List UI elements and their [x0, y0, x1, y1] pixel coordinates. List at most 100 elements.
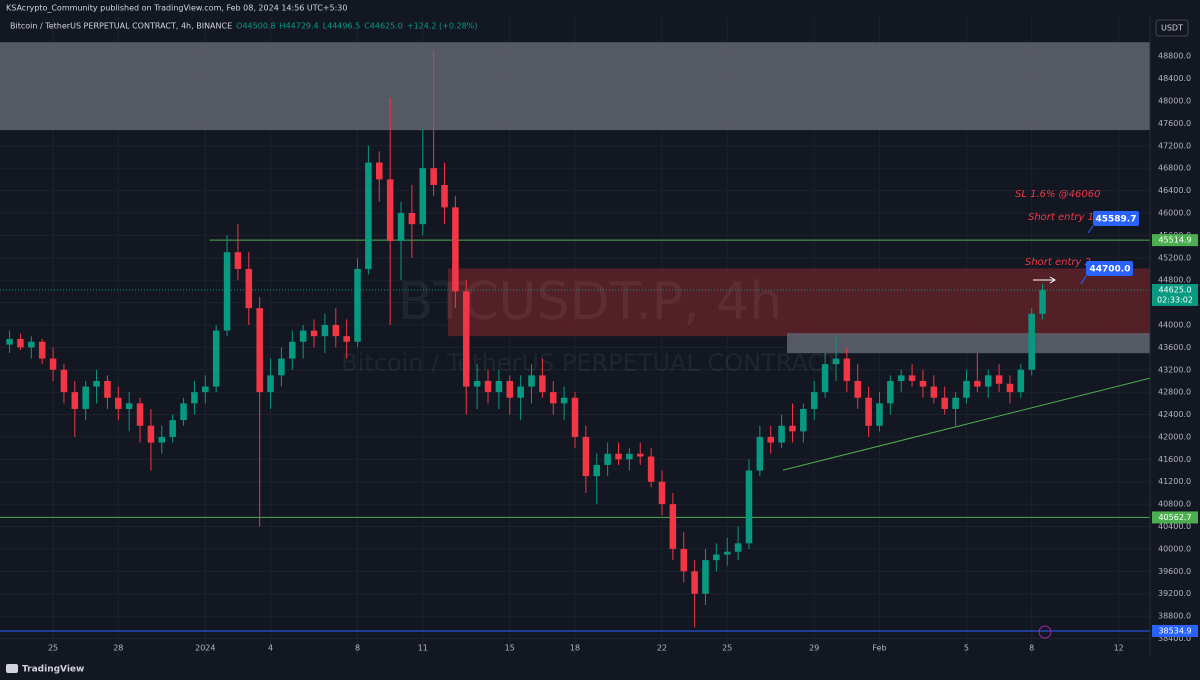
y-tick-label: 48800.0 — [1158, 52, 1191, 61]
y-tick-label: 38400.0 — [1158, 634, 1191, 643]
x-tick-label: 28 — [113, 644, 123, 653]
candle-body — [821, 364, 829, 393]
candle-body — [963, 380, 970, 398]
y-tick-label: 47200.0 — [1158, 141, 1191, 150]
y-tick-label: 46800.0 — [1158, 164, 1191, 173]
candle-body — [571, 397, 579, 437]
ohlc-legend: O44500.8 H44729.4 L44496.5 C44625.0 +124.2 (… — [236, 22, 477, 31]
candle-body — [223, 252, 231, 331]
y-tick-label: 39200.0 — [1158, 589, 1191, 598]
trendline — [782, 377, 1151, 471]
candle-body — [234, 252, 242, 269]
x-tick-label: 25 — [722, 644, 732, 653]
last-price-label: 44625.0 — [1158, 285, 1191, 294]
zone — [787, 333, 1150, 354]
candle-body — [267, 375, 274, 393]
arrow-head — [1049, 276, 1056, 284]
candle-body — [539, 375, 546, 393]
x-tick-label: 2024 — [195, 644, 215, 653]
candle-body — [1039, 289, 1046, 314]
symbol-title: Bitcoin / TetherUS PERPETUAL CONTRACT, 4… — [10, 22, 232, 31]
y-tick-label: 40000.0 — [1158, 544, 1191, 553]
annotation: Short entry 1 — [1028, 212, 1094, 223]
y-tick-label: 42400.0 — [1158, 410, 1191, 419]
candle-body — [984, 375, 992, 387]
candle-body — [1028, 313, 1035, 370]
candle-body — [1017, 369, 1025, 393]
candle-body — [832, 358, 840, 365]
y-tick-label: 47600.0 — [1158, 119, 1191, 128]
candle-body — [506, 380, 514, 398]
candle-body — [854, 380, 861, 398]
hline-price-box — [1152, 234, 1198, 247]
candle-body — [756, 436, 764, 471]
annotation: SL 1.6% @46060 — [1015, 189, 1101, 200]
x-tick-label: 18 — [570, 644, 580, 653]
candle-body — [745, 470, 753, 544]
annotation: Short entry 2 — [1025, 257, 1091, 268]
candle-body — [191, 392, 198, 404]
candle-body — [397, 212, 405, 241]
candle-body — [995, 375, 1003, 384]
hline-price-box — [1152, 624, 1198, 637]
hline-price-label: 38534.9 — [1158, 626, 1191, 635]
hline-price-box — [1152, 511, 1198, 524]
candle-body — [887, 380, 894, 404]
last-price-box — [1152, 283, 1198, 306]
candle-body — [125, 403, 133, 409]
candle-body — [974, 380, 981, 387]
candle-body — [386, 179, 394, 241]
candle-body — [865, 397, 872, 426]
publisher: KSAcrypto_Community published on Trading… — [6, 4, 347, 13]
candle-body — [658, 481, 666, 505]
candle-body — [691, 571, 698, 594]
x-tick-label: Feb — [872, 644, 886, 653]
x-tick-label: 5 — [964, 644, 969, 653]
candle-body — [321, 324, 329, 337]
y-tick-label: 40400.0 — [1158, 522, 1191, 531]
candle-body — [517, 386, 524, 398]
zone — [0, 42, 1150, 131]
y-tick-label: 41200.0 — [1158, 477, 1191, 486]
candle-body — [713, 554, 720, 561]
y-tick-label: 42000.0 — [1158, 432, 1191, 441]
candle-body — [93, 380, 100, 387]
candle-body — [136, 403, 144, 426]
watermark: BTCUSDT.P, 4h — [398, 272, 782, 332]
candle-body — [789, 425, 796, 432]
candle-body — [365, 162, 372, 269]
candle-body — [115, 397, 122, 409]
candle-body — [702, 560, 709, 594]
event-icon[interactable] — [1038, 625, 1052, 639]
candle-body — [278, 358, 285, 376]
candle-body — [202, 386, 209, 393]
y-tick-label: 44000.0 — [1158, 320, 1191, 329]
price-axis — [1150, 17, 1200, 657]
x-tick-label: 4 — [268, 644, 273, 653]
tag-pointer — [1087, 225, 1094, 234]
candle-body — [332, 324, 340, 337]
candle-body — [310, 330, 318, 337]
x-tick-label: 12 — [1114, 644, 1124, 653]
candle-body — [669, 504, 677, 549]
ohlc-value: O44500.8 — [236, 22, 275, 31]
candle-body — [767, 436, 774, 443]
candle-body — [930, 386, 938, 398]
candle-body — [636, 453, 644, 457]
candle-body — [6, 338, 13, 345]
candle-body — [484, 380, 492, 393]
candle-body — [908, 375, 916, 381]
candle-body — [528, 375, 535, 387]
candle-body — [778, 425, 785, 443]
x-tick-label: 8 — [1029, 644, 1034, 653]
x-tick-label: 8 — [355, 644, 360, 653]
candle-body — [343, 336, 350, 342]
candle-body — [82, 386, 89, 409]
candle-body — [212, 330, 220, 387]
candle-body — [419, 168, 427, 225]
candle-body — [28, 341, 35, 348]
currency-button[interactable] — [1155, 19, 1189, 37]
candle-body — [354, 268, 361, 342]
candle-body — [299, 330, 307, 342]
tag-pointer — [1080, 275, 1087, 285]
